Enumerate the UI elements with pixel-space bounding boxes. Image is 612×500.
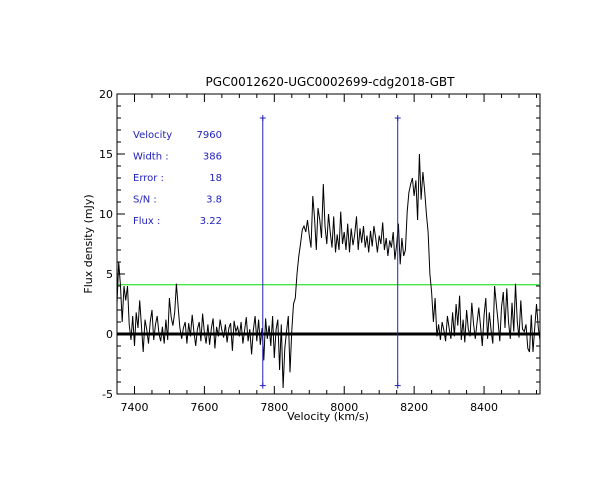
annotation-label: S/N : <box>133 195 157 206</box>
annotation-value: 7960 <box>197 130 222 141</box>
chart-title: PGC0012620-UGC0002699-cdg2018-GBT <box>206 75 456 89</box>
annotation-label: Error : <box>133 173 164 184</box>
measurement-annotations: Velocity 7960 Width : 386 Error : 18 S/N : 3.8 F… <box>133 130 222 227</box>
plot-frame <box>116 93 541 395</box>
annotation-label: Flux : <box>133 216 160 227</box>
y-tick-label: 5 <box>106 268 113 281</box>
annotation-value: 3.8 <box>206 195 222 206</box>
x-tick-label: 8000 <box>330 401 358 414</box>
x-tick-label: 7600 <box>190 401 218 414</box>
annotation-label: Width : <box>133 152 169 163</box>
y-tick-label: -5 <box>102 388 113 401</box>
y-tick-label: 20 <box>99 88 113 101</box>
x-tick-label: 7400 <box>120 401 148 414</box>
axis-tick-labels: 7400 7600 7800 8000 8200 8400 -5 0 5 10 15 20 <box>99 88 498 414</box>
y-tick-label: 10 <box>99 208 113 221</box>
annotation-label: Velocity <box>133 130 172 141</box>
y-tick-label: 15 <box>99 148 113 161</box>
annotation-value: 386 <box>203 152 222 163</box>
x-axis-label: Velocity (km/s) <box>287 410 369 423</box>
y-tick-label: 0 <box>106 328 113 341</box>
x-tick-label: 7800 <box>260 401 288 414</box>
velocity-markers <box>259 115 401 389</box>
annotation-value: 3.22 <box>200 216 222 227</box>
spectrum-series-line <box>116 153 541 389</box>
x-tick-label: 8400 <box>470 401 498 414</box>
annotation-value: 18 <box>209 173 222 184</box>
axis-ticks <box>116 93 540 395</box>
x-tick-label: 8200 <box>400 401 428 414</box>
y-axis-label: Flux density (mJy) <box>82 194 95 293</box>
